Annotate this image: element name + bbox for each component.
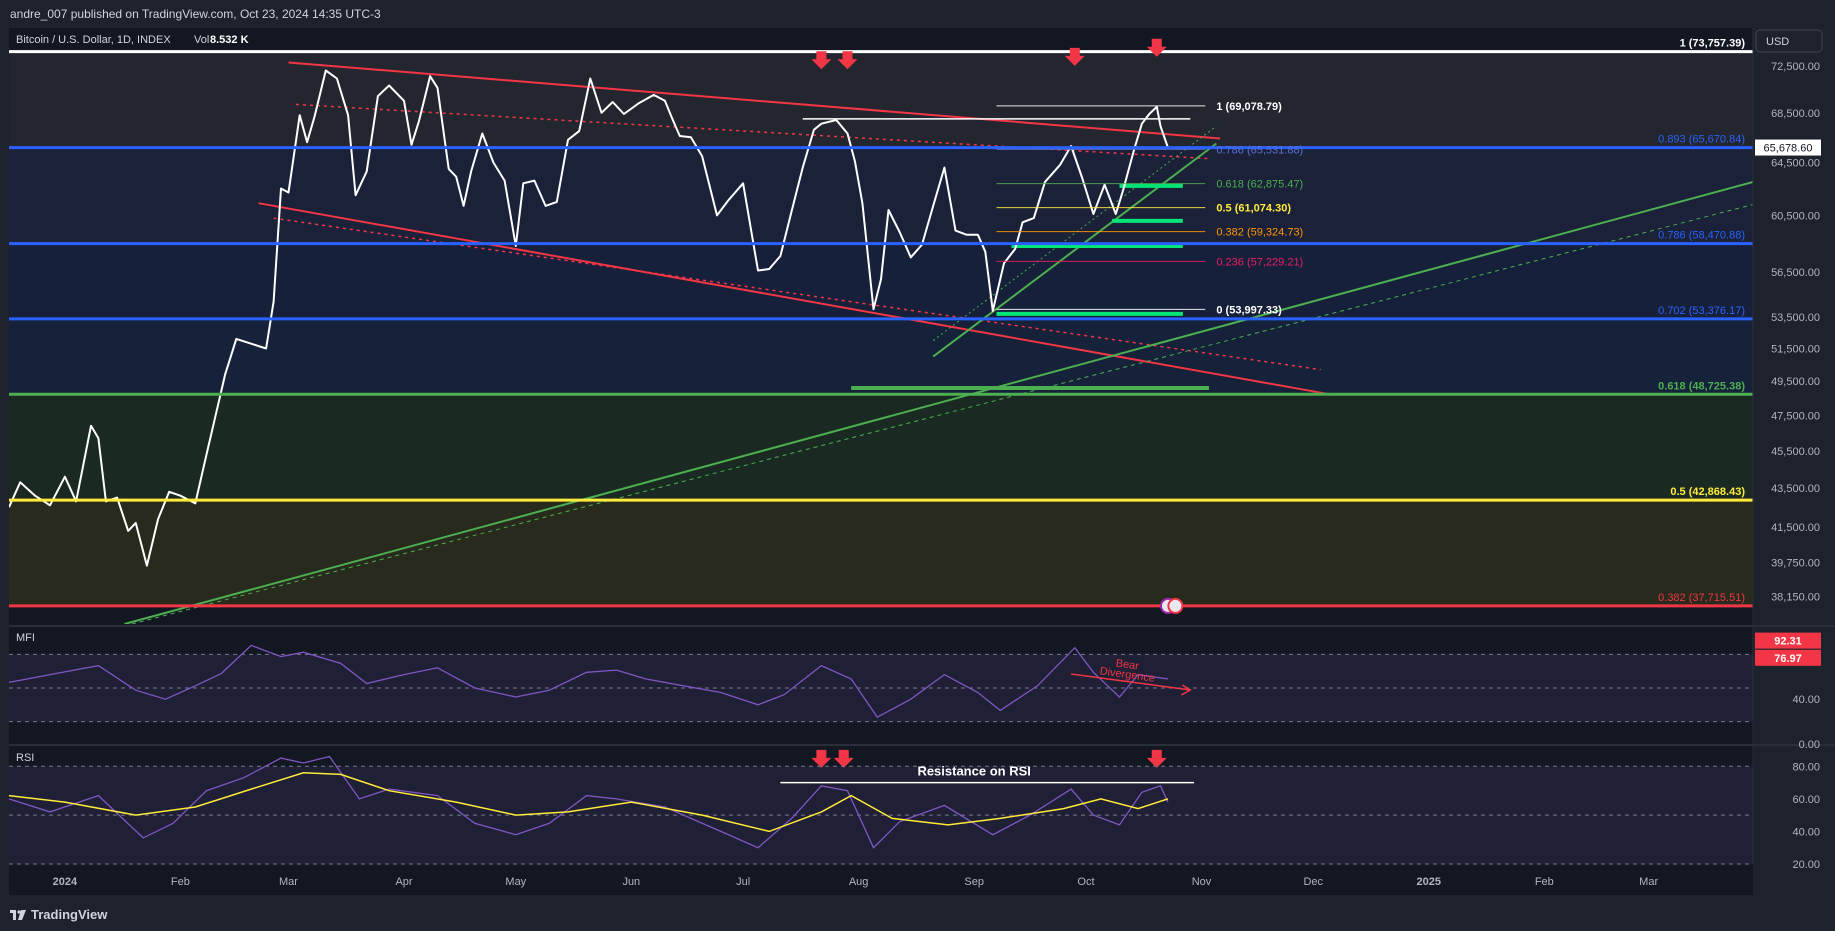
rsi-ma-line (8, 772, 1169, 833)
last-price-tag (1755, 139, 1821, 156)
y-tick-39-750-00: 39,750.00 (1771, 558, 1820, 570)
fib-zone-4 (9, 394, 1753, 501)
y-tick-72-500-00: 72,500.00 (1771, 61, 1820, 73)
volume-label: Vol (194, 34, 209, 46)
long-term-trend-dashed (131, 204, 1753, 624)
local-fib-label-0-5-61-074-30: 0.5 (61,074.30) (1216, 203, 1291, 215)
btc-price-line (9, 69, 1169, 567)
fib-label-0-893-65-670-84: 0.893 (65,670.84) (1658, 134, 1745, 146)
fib-label-0-702-53-376-17: 0.702 (53,376.17) (1658, 305, 1745, 317)
local-fib-label-0-53-997-33: 0 (53,997.33) (1216, 304, 1282, 316)
fib-label-0-5-42-868-43: 0.5 (42,868.43) (1670, 486, 1745, 498)
y-tick-60-500-00: 60,500.00 (1771, 210, 1820, 222)
x-tick-6: Jul (736, 876, 750, 888)
rsi-line (8, 755, 1169, 849)
local-fib-label-0-786-65-531-88: 0.786 (65,531.88) (1216, 144, 1303, 156)
channel-lower-line (258, 202, 1333, 396)
currency-button[interactable] (1755, 29, 1823, 53)
x-tick-10: Nov (1192, 876, 1212, 888)
y-tick-68-500-00: 68,500.00 (1771, 108, 1820, 120)
currency-label: USD (1766, 36, 1789, 48)
mfi-y-tick-0-00: 0.00 (1799, 739, 1820, 751)
x-tick-4: May (505, 876, 526, 888)
x-tick-2: Mar (279, 876, 298, 888)
local-fib-label-1-69-078-79: 1 (69,078.79) (1216, 101, 1282, 113)
mfi-value-1: 76.97 (1774, 653, 1802, 665)
fib-label-0-786-58-470-88: 0.786 (58,470.88) (1658, 230, 1745, 242)
channel-mid-upper-dotted (295, 103, 1209, 160)
y-tick-64-500-00: 64,500.00 (1771, 157, 1820, 169)
volume-value: 8.532 K (210, 34, 249, 46)
bear-divergence-arrowhead (1180, 684, 1192, 696)
x-tick-11: Dec (1303, 876, 1323, 888)
fib-zone-0 (9, 51, 1753, 148)
rsi-arrow-1 (811, 749, 832, 768)
y-tick-56-500-00: 56,500.00 (1771, 267, 1820, 279)
price-arrow-4 (1146, 38, 1167, 57)
x-axis-background (9, 865, 1753, 895)
last-price-value: 65,678.60 (1764, 143, 1813, 155)
price-chart[interactable]: 1 (73,757.39) 0.893 (65,670.84) 0.786 (58,… (0, 28, 1835, 895)
short-term-trend-dotted (932, 125, 1217, 341)
fib-zone-3 (9, 318, 1753, 395)
mfi-value-0: 92.31 (1774, 636, 1802, 648)
symbol-title: Bitcoin / U.S. Dollar, 1D, INDEX (16, 34, 171, 46)
fib-zone-1 (9, 147, 1753, 244)
rsi-resistance-label: Resistance on RSI (917, 764, 1030, 779)
mfi-value-badge-1 (1755, 649, 1821, 666)
event-flag-us-2 (1167, 597, 1184, 614)
rsi-y-tick-60-00: 60.00 (1792, 794, 1820, 806)
footer-bar: TradingView (0, 895, 1835, 931)
rsi-arrow-3 (1146, 749, 1167, 768)
rsi-y-tick-80-00: 80.00 (1792, 761, 1820, 773)
channel-upper-line (288, 61, 1221, 140)
mfi-line (8, 644, 1168, 718)
mfi-value-badge-0 (1755, 632, 1821, 649)
y-tick-45-500-00: 45,500.00 (1771, 446, 1820, 458)
bear-divergence-arrow (1070, 673, 1191, 691)
x-tick-3: Apr (395, 876, 412, 888)
local-fib-label-0-618-62-875-47: 0.618 (62,875.47) (1216, 179, 1303, 191)
x-tick-5: Jun (622, 876, 640, 888)
publisher-text: andre_007 published on TradingView.com, … (10, 7, 381, 21)
x-tick-7: Aug (849, 876, 869, 888)
y-tick-53-500-00: 53,500.00 (1771, 312, 1820, 324)
rsi-y-tick-20-00: 20.00 (1792, 859, 1820, 871)
y-tick-51-500-00: 51,500.00 (1771, 344, 1820, 356)
x-tick-1: Feb (171, 876, 190, 888)
rsi-y-tick-40-00: 40.00 (1792, 826, 1820, 838)
tradingview-brand: TradingView (31, 907, 108, 922)
local-fib-label-0-382-59-324-73: 0.382 (59,324.73) (1216, 227, 1303, 239)
bear-divergence-text-0: Bear (1115, 657, 1140, 672)
rsi-arrow-2 (833, 749, 854, 768)
price-arrow-1 (811, 51, 832, 70)
fib-label-1-73-757-39: 1 (73,757.39) (1680, 38, 1746, 50)
x-tick-13: Feb (1535, 876, 1554, 888)
y-tick-43-500-00: 43,500.00 (1771, 483, 1820, 495)
tradingview-logo-icon (10, 910, 26, 920)
x-tick-14: Mar (1639, 876, 1658, 888)
fib-label-0-382-37-715-51: 0.382 (37,715.51) (1658, 592, 1745, 604)
price-arrow-2 (837, 51, 858, 70)
tradingview-logo[interactable]: TradingView (10, 907, 107, 922)
price-arrow-3 (1064, 47, 1085, 66)
y-tick-47-500-00: 47,500.00 (1771, 410, 1820, 422)
mfi-y-tick-40-00: 40.00 (1792, 694, 1820, 706)
mfi-title: MFI (16, 632, 35, 644)
short-term-trend-line (932, 142, 1217, 358)
long-term-trend-line (124, 180, 1753, 624)
x-tick-12: 2025 (1417, 876, 1441, 888)
x-tick-0: 2024 (53, 876, 78, 888)
fib-zone-5 (9, 500, 1753, 606)
y-tick-38-150-00: 38,150.00 (1771, 591, 1820, 603)
fib-label-0-618-48-725-38: 0.618 (48,725.38) (1658, 380, 1745, 392)
x-tick-8: Sep (964, 876, 984, 888)
y-tick-41-500-00: 41,500.00 (1771, 522, 1820, 534)
rsi-title: RSI (16, 752, 34, 764)
x-tick-9: Oct (1077, 876, 1094, 888)
y-tick-49-500-00: 49,500.00 (1771, 376, 1820, 388)
publisher-bar: andre_007 published on TradingView.com, … (0, 0, 1835, 28)
local-fib-label-0-236-57-229-21: 0.236 (57,229.21) (1216, 256, 1303, 268)
